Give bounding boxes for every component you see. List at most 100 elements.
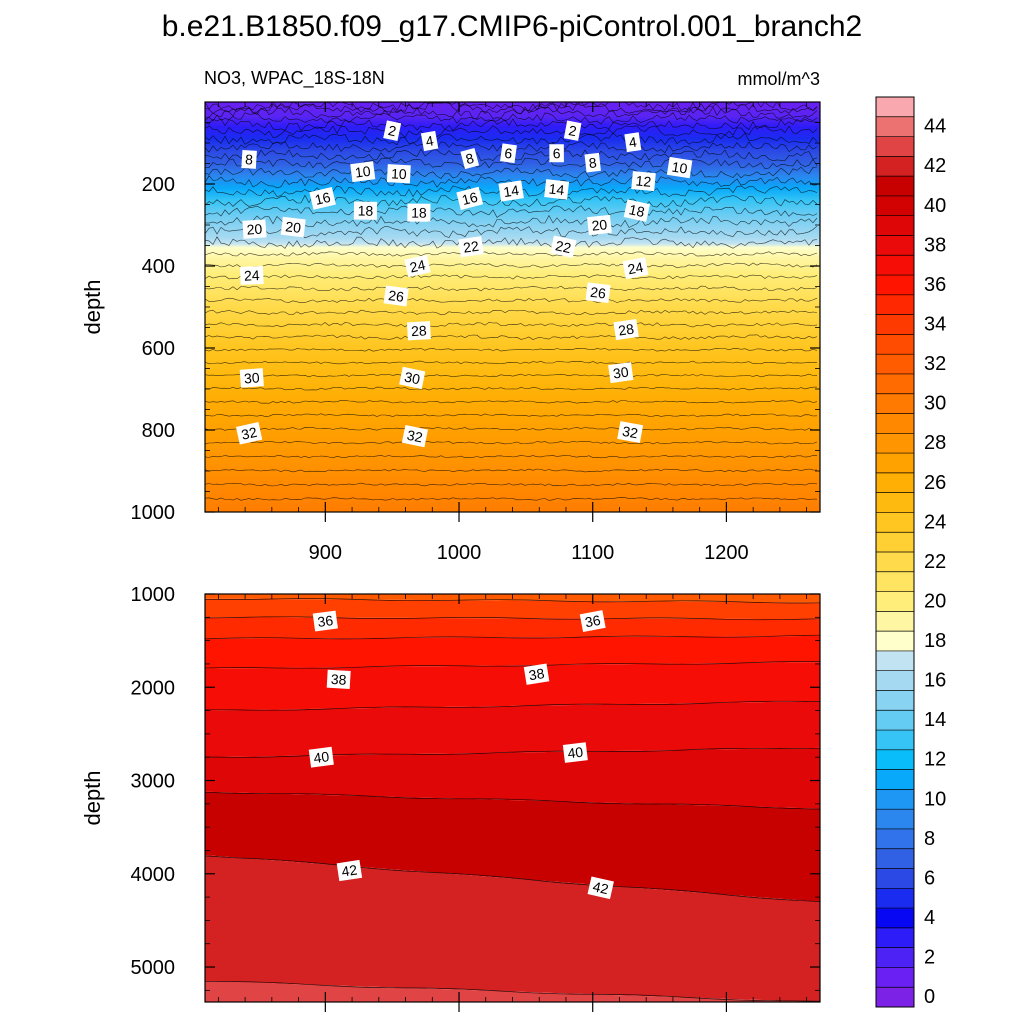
colorbar-swatch: [876, 492, 914, 513]
contour-label: 4: [624, 132, 642, 153]
contour-label: 4: [420, 130, 439, 152]
contour-label-text: 18: [628, 201, 647, 220]
contour-label: 22: [550, 235, 577, 258]
contour-label-box: [401, 425, 428, 448]
contour-line: [204, 334, 818, 340]
contour-label-box: [336, 859, 363, 882]
contour-label-text: 36: [317, 612, 335, 630]
contour-label-text: 8: [464, 150, 476, 168]
contour-label: 24: [622, 257, 649, 280]
y-tick-label: 600: [142, 338, 175, 360]
contour-label: 6: [549, 144, 564, 163]
colorbar-tick-label: 24: [924, 511, 946, 533]
colorbar-swatch: [876, 453, 914, 474]
colorbar-tick-label: 26: [924, 472, 946, 494]
contour-label-box: [242, 219, 267, 239]
chart-title: b.e21.B1850.f09_g17.CMIP6-piControl.001_…: [162, 10, 863, 43]
contour-label-box: [460, 148, 480, 170]
colorbar-tick-label: 20: [924, 590, 946, 612]
contour-label: 32: [235, 422, 263, 445]
contour-label-text: 16: [460, 189, 479, 208]
contour-label-text: 24: [626, 259, 644, 278]
contour-label: 36: [312, 610, 338, 632]
contour-line: [204, 225, 818, 239]
contour-label: 8: [460, 148, 480, 170]
colorbar-swatch: [876, 769, 914, 790]
contour-label-box: [608, 362, 634, 384]
contour-label-box: [613, 318, 639, 341]
contour-line: [204, 297, 818, 304]
y-tick-label: 1000: [131, 584, 176, 606]
colorbar-swatch: [876, 908, 914, 929]
colorbar-tick-label: 6: [924, 867, 935, 889]
contour-label: 24: [239, 265, 264, 285]
colorbar-tick-label: 16: [924, 670, 946, 692]
variable-label: NO3, WPAC_18S-18N: [204, 68, 385, 89]
contour-band: [205, 791, 820, 902]
colorbar-tick-label: 8: [924, 828, 935, 850]
contour-label: 20: [242, 219, 267, 239]
colorbar-swatch: [876, 888, 914, 909]
contour-label-text: 32: [406, 427, 425, 446]
upper-panel-fill: [205, 102, 820, 512]
contour-line: [204, 157, 818, 170]
contour-line: [204, 616, 821, 621]
x-tick-label: 1100: [571, 542, 614, 564]
colorbar-tick-label: 40: [924, 195, 946, 217]
contour-line: [205, 700, 821, 711]
contour-line: [204, 236, 818, 250]
contour-label-text: 10: [391, 165, 408, 182]
contour-line: [204, 747, 820, 758]
y-tick-label: 800: [142, 420, 175, 442]
contour-label: 12: [631, 171, 656, 192]
contour-label: 20: [280, 216, 306, 238]
contour-label: 2: [383, 120, 402, 142]
y-tick-label: 400: [142, 256, 175, 278]
contour-line: [204, 321, 818, 328]
contour-label-text: 6: [504, 145, 514, 162]
colorbar-swatch: [876, 848, 914, 869]
contour-label-text: 42: [591, 878, 610, 897]
contour-label-text: 22: [462, 238, 480, 256]
contour-label: 28: [613, 318, 639, 341]
contour-band: [205, 701, 820, 758]
contour-label: 38: [326, 669, 351, 689]
colorbar-tick-label: 14: [924, 709, 946, 731]
contour-label: 18: [407, 203, 431, 222]
contour-label-box: [309, 186, 336, 210]
lower-contour-labels: 36 36 38 38 40 40 42 42: [308, 610, 614, 900]
colorbar-swatch: [876, 670, 914, 691]
contour-label-box: [404, 254, 431, 278]
contour-line: [204, 440, 818, 445]
colorbar-tick-label: 44: [924, 116, 946, 138]
colorbar-swatch: [876, 512, 914, 533]
contour-label-box: [587, 876, 614, 900]
contour-line: [204, 101, 818, 115]
contour-label: 26: [383, 285, 409, 307]
contour-label-box: [241, 149, 257, 169]
colorbar-swatch: [876, 215, 914, 236]
contour-label: 16: [309, 186, 336, 210]
units-label: mmol/m^3: [738, 69, 820, 89]
contour-label-text: 42: [341, 861, 359, 879]
x-tick-label: 900: [309, 542, 342, 564]
colorbar-swatch: [876, 809, 914, 830]
contour-label: 20: [587, 214, 612, 236]
colorbar-swatch: [876, 611, 914, 632]
contour-label: 38: [523, 663, 550, 685]
colorbar: 0246810121416182022242628303234363840424…: [875, 96, 946, 1008]
contour-label: 8: [584, 152, 601, 173]
colorbar-swatch: [876, 195, 914, 216]
contour-line: [204, 413, 818, 417]
colorbar-swatch: [876, 868, 914, 889]
contour-line: [204, 347, 818, 352]
contour-label: 28: [406, 321, 431, 341]
colorbar-tick-label: 2: [924, 947, 935, 969]
contour-line: [204, 205, 818, 218]
contour-label-text: 4: [424, 132, 435, 149]
colorbar-swatch: [876, 294, 914, 315]
contour-line: [204, 175, 818, 189]
